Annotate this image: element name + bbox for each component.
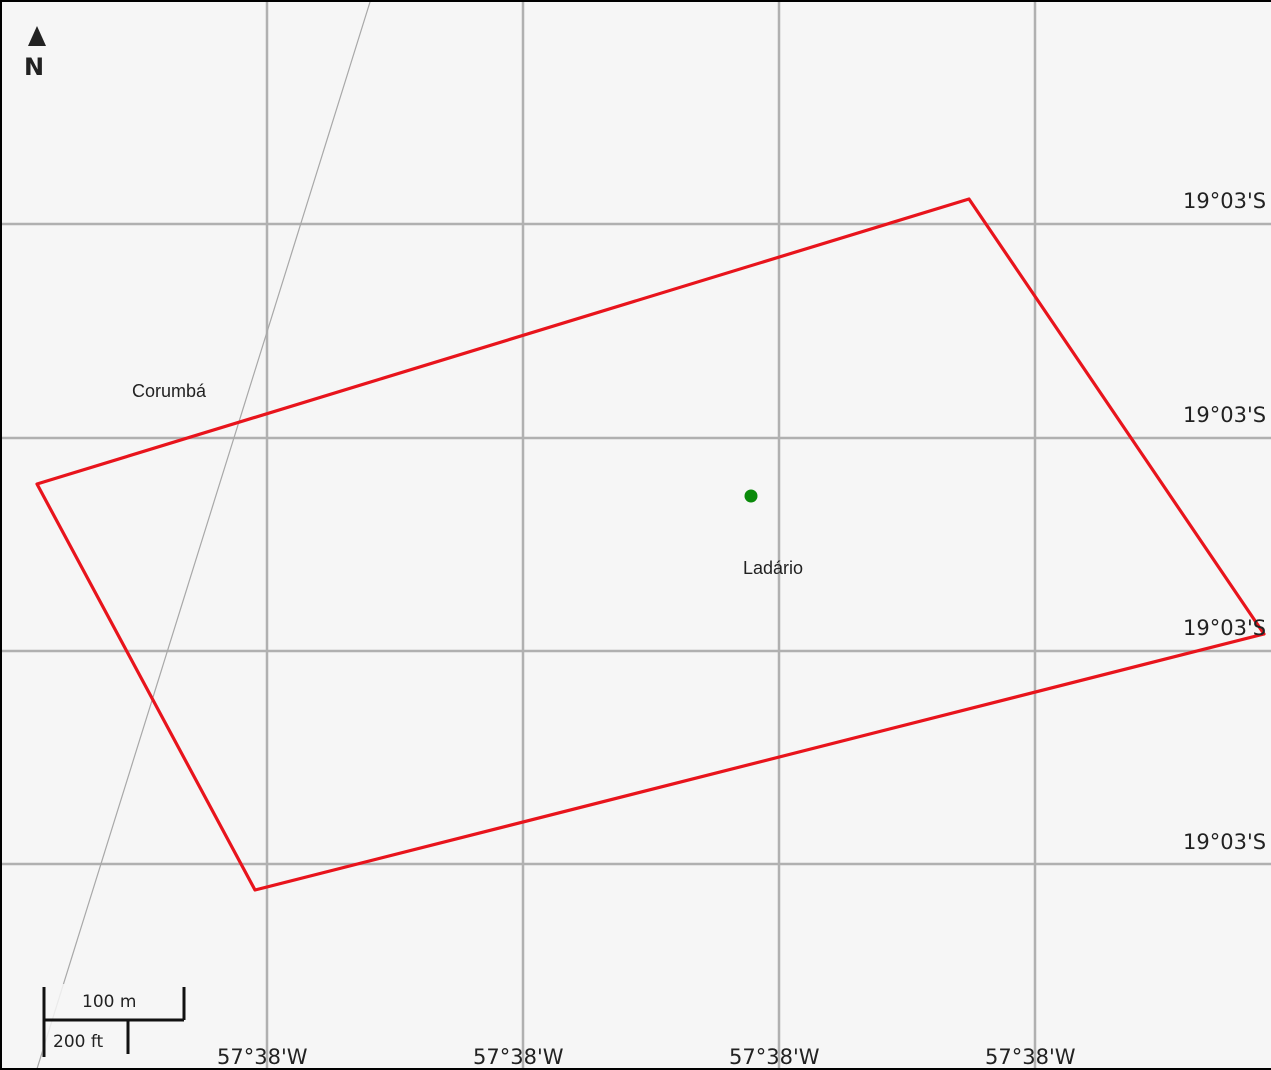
- latitude-label: 19°03'S: [1183, 189, 1266, 213]
- latitude-label: 19°03'S: [1183, 616, 1266, 640]
- road-line: [36, 2, 371, 1068]
- location-marker[interactable]: [744, 489, 758, 503]
- place-label-ladario: Ladário: [743, 558, 803, 578]
- longitude-label: 57°38'W: [985, 1045, 1076, 1069]
- north-arrow-label: N: [24, 53, 44, 81]
- place-label-corumba: Corumbá: [132, 381, 207, 401]
- longitude-label: 57°38'W: [473, 1045, 564, 1069]
- scale-metric-label: 100 m: [82, 992, 136, 1012]
- scale-imperial-label: 200 ft: [53, 1032, 104, 1052]
- north-arrow-icon: N: [24, 26, 46, 81]
- latitude-label: 19°03'S: [1183, 403, 1266, 427]
- boundary-polygon[interactable]: [35, 197, 1266, 892]
- latitude-label: 19°03'S: [1183, 830, 1266, 854]
- longitude-label: 57°38'W: [729, 1045, 820, 1069]
- longitude-label: 57°38'W: [217, 1045, 308, 1069]
- scale-bar: 100 m 200 ft: [42, 984, 186, 1058]
